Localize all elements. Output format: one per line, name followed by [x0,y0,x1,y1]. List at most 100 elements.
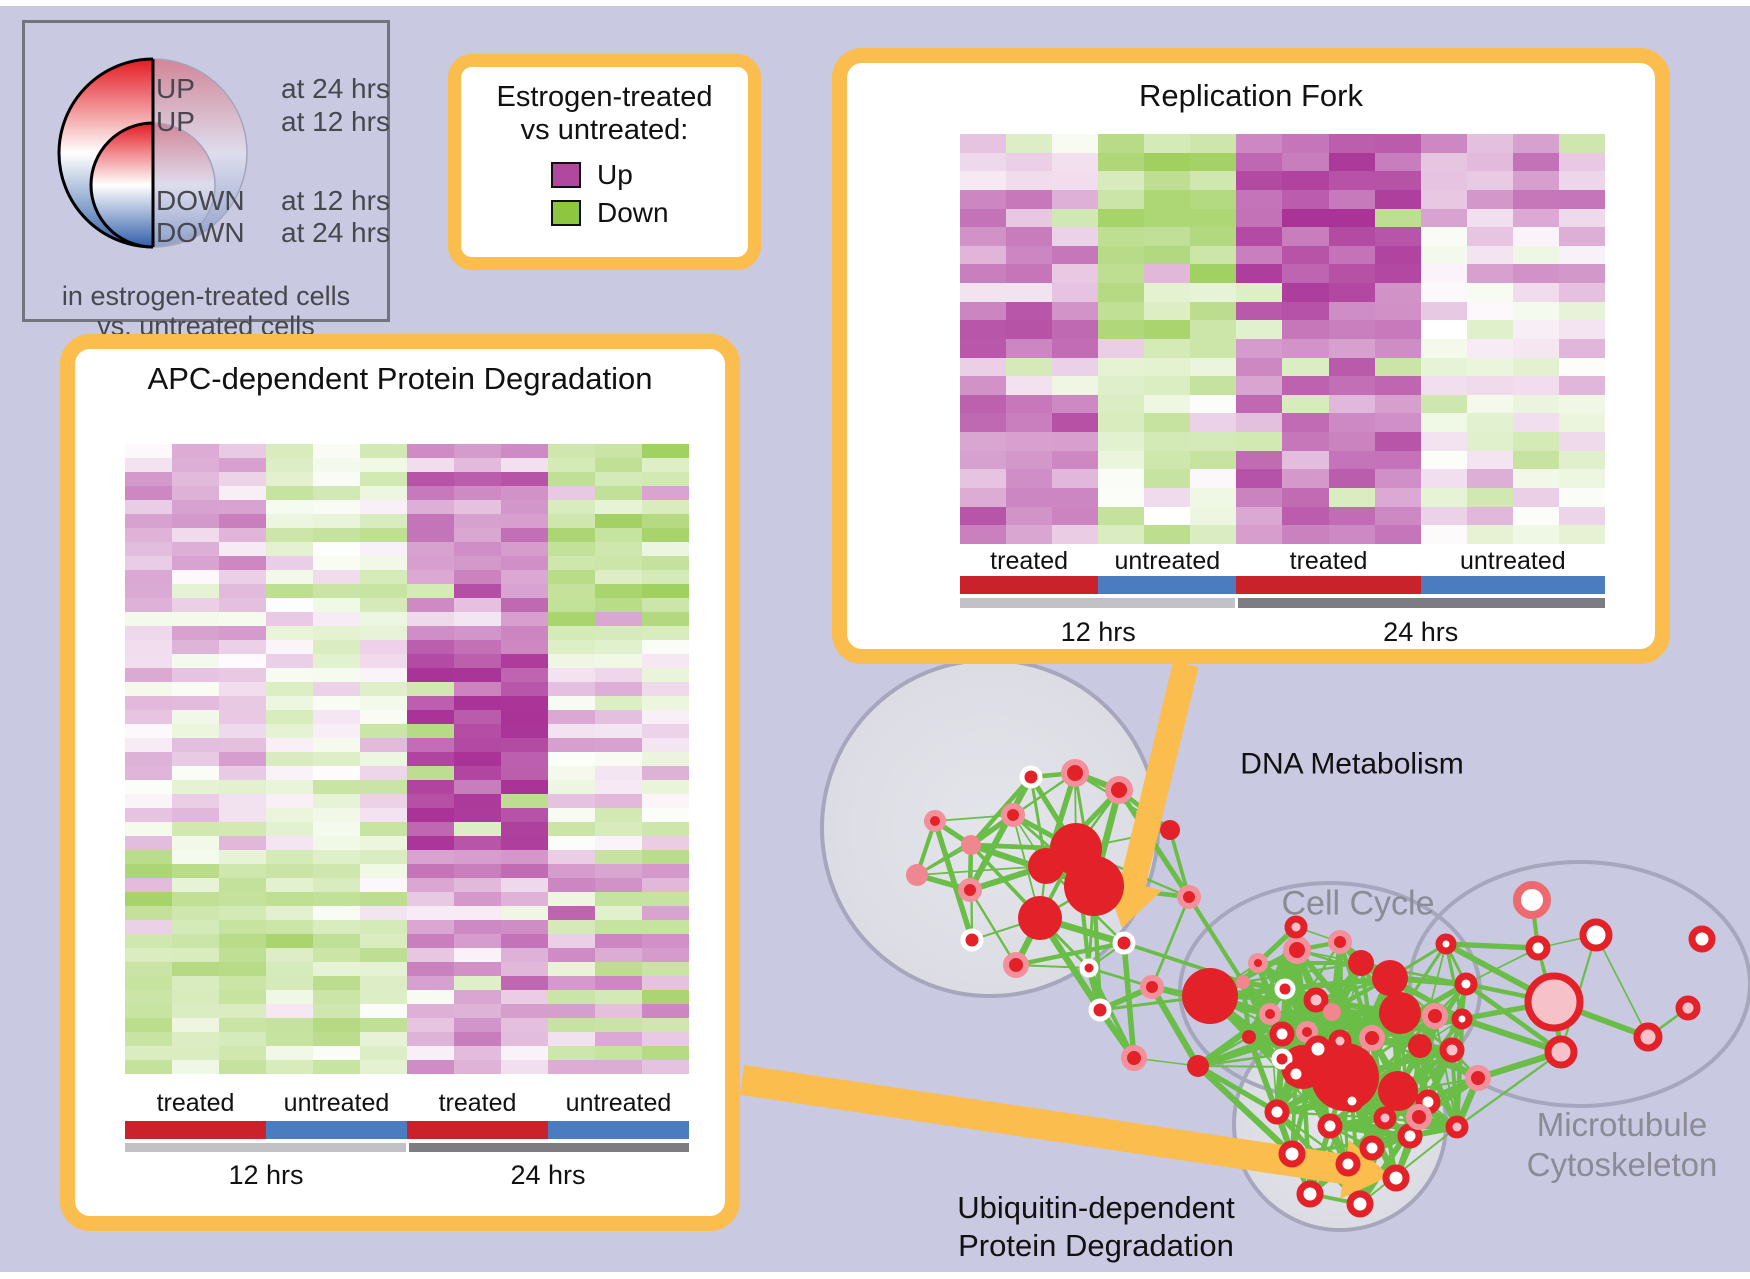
heatmap-cell [1328,208,1375,228]
heatmap-cell [407,850,454,864]
heatmap-cell [172,710,219,724]
heatmap-cell [266,948,313,962]
network-node [1317,1113,1343,1139]
heatmap-cell [407,766,454,780]
untreated-bar-segment [1098,576,1237,594]
heatmap-cell [1466,208,1513,228]
heatmap-cell [1328,301,1375,321]
heatmap-cell [1512,376,1559,395]
heatmap-cell [266,486,313,500]
heatmap-cell [1328,469,1375,488]
heatmap-cell [1466,487,1513,507]
heatmap-cell [454,486,501,500]
heatmap-cell [172,626,219,640]
heatmap-cell [1466,357,1513,377]
heatmap-cell [219,612,266,626]
heatmap-row [960,469,1605,488]
heatmap-cell [1512,245,1559,265]
heatmap-cell [1512,413,1559,432]
heatmap-cell [1466,189,1513,209]
heatmap-cell [548,458,595,472]
heatmap-cell [1098,171,1145,190]
heatmap-cell [1420,525,1467,544]
heatmap-cell [1374,506,1421,526]
heatmap-cell [1328,264,1375,283]
heatmap-cell [1006,301,1053,321]
network-node [1001,803,1025,827]
heatmap-cell [1144,376,1191,395]
heatmap-cell [548,934,595,948]
ring-word-up12: UP [156,106,195,137]
heatmap-cell [313,724,360,738]
heatmap-cell [1144,432,1191,451]
network-node [1372,960,1408,996]
heatmap-cell [1098,134,1145,153]
heatmap-cell [360,584,407,598]
network-edge [1463,981,1564,1055]
network-node [1346,1190,1374,1218]
heatmap-cell [360,990,407,1004]
heatmap-cell [1190,264,1237,283]
heatmap-cell [125,696,172,710]
heatmap-cell [313,1060,360,1074]
heatmap-cell [313,752,360,766]
heatmap-row [125,1018,689,1032]
heatmap-cell [1328,320,1375,339]
heatmap-row [125,766,689,780]
updown-legend-title-1: Estrogen-treated [496,81,713,113]
heatmap-cell [1512,227,1559,246]
replication-group-labels: treated untreated treated untreated [960,547,1605,576]
heatmap-cell [1236,189,1283,209]
heatmap-cell [313,1018,360,1032]
heatmap-cell [125,934,172,948]
heatmap-cell [1006,264,1053,283]
network-node [1274,978,1296,1000]
heatmap-cell [266,444,313,458]
heatmap-cell [125,752,172,766]
heatmap-cell [1420,450,1467,470]
heatmap-cell [454,556,501,570]
heatmap-cell [219,864,266,878]
heatmap-cell [266,556,313,570]
heatmap-cell [595,584,642,598]
heatmap-cell [1144,171,1191,190]
heatmap-cell [642,766,689,780]
heatmap-cell [642,1018,689,1032]
heatmap-cell [595,878,642,892]
heatmap-cell [454,570,501,584]
heatmap-cell [125,1046,172,1060]
network-edge [1455,1050,1563,1129]
network-node [1112,931,1136,955]
heatmap-cell [1144,245,1191,265]
heatmap-cell [360,934,407,948]
heatmap-cell [642,486,689,500]
heatmap-cell [360,724,407,738]
heatmap-cell [454,808,501,822]
heatmap-cell [1144,357,1191,377]
heatmap-cell [1190,152,1237,172]
heatmap-cell [1374,338,1421,358]
heatmap-cell [548,500,595,514]
heatmap-cell [1466,152,1513,172]
heatmap-row [960,413,1605,432]
heatmap-row [125,990,689,1004]
heatmap-cell [360,836,407,850]
heatmap-cell [1466,264,1513,283]
heatmap-cell [548,808,595,822]
heatmap-cell [1282,450,1329,470]
heatmap-cell [172,864,219,878]
heatmap-cell [1052,357,1099,377]
heatmap-cell [125,612,172,626]
heatmap-cell [1328,283,1375,302]
heatmap-cell [219,836,266,850]
heatmap-cell [1558,189,1605,209]
network-edge [1433,1014,1459,1129]
heatmap-cell [595,626,642,640]
heatmap-cell [595,822,642,836]
heatmap-cell [407,500,454,514]
heatmap-cell [1236,469,1283,488]
heatmap-cell [454,612,501,626]
heatmap-cell [1098,189,1145,209]
untreated-bar-segment [548,1121,689,1139]
heatmap-cell [172,1060,219,1074]
